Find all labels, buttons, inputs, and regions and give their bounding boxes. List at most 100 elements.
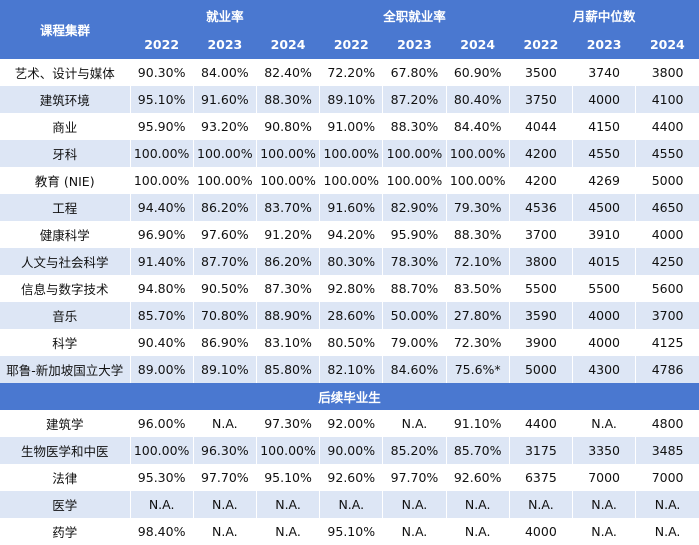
table-cell: 95.90% xyxy=(129,113,194,140)
table-cell: 92.80% xyxy=(319,275,383,302)
table-cell: 88.30% xyxy=(382,113,447,140)
table-cell: N.A. xyxy=(192,410,257,437)
table-cell: 97.60% xyxy=(192,221,257,248)
table-cell: 88.30% xyxy=(255,86,320,113)
table-cell: 87.20% xyxy=(382,86,447,113)
header-year: 2022 xyxy=(509,30,573,59)
table-cell: 3700 xyxy=(635,302,699,329)
table-cell: 27.80% xyxy=(445,302,510,329)
table-row: 健康科学 96.90% 97.60% 91.20% 94.20% 95.90% 88.30%… xyxy=(0,221,699,248)
table-cell: 72.20% xyxy=(319,59,383,86)
table-row: 信息与数字技术 94.80% 90.50% 87.30% 92.80% 88.70% 83.… xyxy=(0,275,699,302)
section-label: 后续毕业生 xyxy=(0,383,699,410)
table-cell: 100.00% xyxy=(192,140,257,167)
table-row: 人文与社会科学 91.40% 87.70% 86.20% 80.30% 78.30% 72.… xyxy=(0,248,699,275)
table-cell: 91.20% xyxy=(255,221,320,248)
table-cell: 92.60% xyxy=(319,464,383,491)
table-cell: N.A. xyxy=(445,518,510,545)
table-cell: 94.40% xyxy=(129,194,194,221)
table-cell: 4200 xyxy=(508,140,573,167)
row-label: 药学 xyxy=(0,518,131,545)
table-cell: 4000 xyxy=(571,302,636,329)
table-cell: 4550 xyxy=(635,140,699,167)
table-cell: 90.00% xyxy=(319,437,383,464)
table-cell: 100.00% xyxy=(192,167,257,194)
table-cell: 93.20% xyxy=(192,113,257,140)
table-cell: 80.50% xyxy=(319,329,383,356)
header-group-salary: 月薪中位数 xyxy=(509,0,699,30)
table-cell: 100.00% xyxy=(382,167,447,194)
table-cell: 91.00% xyxy=(319,113,383,140)
table-cell: 5000 xyxy=(635,167,699,194)
header-year: 2024 xyxy=(256,30,320,59)
table-row: 建筑学 96.00% N.A. 97.30% 92.00% N.A. 91.10% 4400 N… xyxy=(0,410,699,437)
table-row: 牙科 100.00% 100.00% 100.00% 100.00% 100.00% 100… xyxy=(0,140,699,167)
table-cell: 83.70% xyxy=(255,194,320,221)
table-cell: 3700 xyxy=(508,221,573,248)
table-cell: 4044 xyxy=(508,113,573,140)
header-year: 2024 xyxy=(446,30,510,59)
table-cell: 100.00% xyxy=(129,140,194,167)
row-label: 健康科学 xyxy=(0,221,131,248)
table-cell: 100.00% xyxy=(255,167,320,194)
table-cell: 60.90% xyxy=(445,59,510,86)
table-cell: 4400 xyxy=(635,113,699,140)
table-cell: 3900 xyxy=(508,329,573,356)
table-row: 法律 95.30% 97.70% 95.10% 92.60% 97.70% 92.60% 63… xyxy=(0,464,699,491)
table-cell: 72.10% xyxy=(445,248,510,275)
table-cell: 98.40% xyxy=(129,518,194,545)
table-cell: 95.10% xyxy=(319,518,383,545)
table-cell: 100.00% xyxy=(319,140,383,167)
table-cell: 3500 xyxy=(508,59,573,86)
table-cell: 4300 xyxy=(571,356,636,383)
table-cell: 4125 xyxy=(635,329,699,356)
table-cell: N.A. xyxy=(129,491,194,518)
table-cell: 100.00% xyxy=(445,167,510,194)
table-cell: 84.40% xyxy=(445,113,510,140)
table-cell: 4000 xyxy=(571,86,636,113)
table-cell: 4250 xyxy=(635,248,699,275)
table-cell: 97.70% xyxy=(192,464,257,491)
table-cell: N.A. xyxy=(571,410,636,437)
table-cell: 100.00% xyxy=(445,140,510,167)
table-cell: N.A. xyxy=(635,491,699,518)
table-cell: 83.50% xyxy=(445,275,510,302)
table-cell: 50.00% xyxy=(382,302,447,329)
table-cell: 97.70% xyxy=(382,464,447,491)
table-cell: 90.80% xyxy=(255,113,320,140)
table-cell: 94.20% xyxy=(319,221,383,248)
table-row: 生物医学和中医 100.00% 96.30% 100.00% 90.00% 85.20% 8… xyxy=(0,437,699,464)
table-cell: 100.00% xyxy=(382,140,447,167)
table-cell: N.A. xyxy=(445,491,510,518)
table-row: 药学 98.40% N.A. N.A. 95.10% N.A. N.A. 4000 N.A. N.… xyxy=(0,518,699,545)
section-row: 后续毕业生 xyxy=(0,383,699,410)
table-cell: N.A. xyxy=(192,518,257,545)
table-cell: 89.10% xyxy=(192,356,257,383)
table-cell: 91.10% xyxy=(445,410,510,437)
table-cell: 4269 xyxy=(571,167,636,194)
table-cell: 95.10% xyxy=(255,464,320,491)
table-header: 课程集群 就业率 全职就业率 月薪中位数 2022 2023 2024 2022 202… xyxy=(0,0,699,59)
table-cell: 91.60% xyxy=(319,194,383,221)
table-cell: 75.6%* xyxy=(445,356,510,383)
table-cell: 3800 xyxy=(635,59,699,86)
row-label: 工程 xyxy=(0,194,131,221)
table-cell: 92.60% xyxy=(445,464,510,491)
table-cell: 87.30% xyxy=(255,275,320,302)
row-label: 艺术、设计与媒体 xyxy=(0,59,131,86)
table-cell: 85.80% xyxy=(255,356,320,383)
table-cell: 95.90% xyxy=(382,221,447,248)
table-cell: 5500 xyxy=(571,275,636,302)
table-cell: 4000 xyxy=(508,518,573,545)
table-cell: 96.30% xyxy=(192,437,257,464)
table-cell: 82.90% xyxy=(382,194,447,221)
table-cell: 88.70% xyxy=(382,275,447,302)
table-cell: 84.00% xyxy=(192,59,257,86)
table-cell: 92.00% xyxy=(319,410,383,437)
header-year: 2022 xyxy=(130,30,194,59)
table-cell: N.A. xyxy=(635,518,699,545)
table-cell: N.A. xyxy=(255,491,320,518)
table-cell: 4015 xyxy=(571,248,636,275)
table-cell: 4786 xyxy=(635,356,699,383)
table-cell: 72.30% xyxy=(445,329,510,356)
